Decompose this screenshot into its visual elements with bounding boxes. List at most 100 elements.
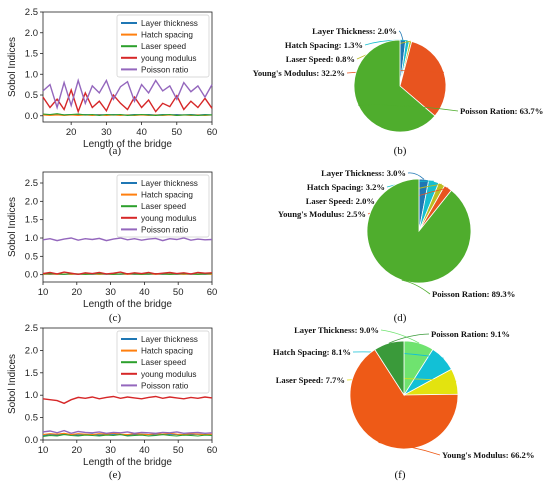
pie-slice-label: Young's Modulus: 32.2% xyxy=(253,68,345,78)
x-tick-label: 50 xyxy=(173,445,184,456)
y-tick-label: 0.0 xyxy=(25,270,38,281)
x-tick-label: 40 xyxy=(136,127,147,138)
pie-slice-label: Hatch Spacing: 8.1% xyxy=(273,347,351,357)
plot-frame xyxy=(42,171,213,283)
series-line-young-modulus xyxy=(42,395,213,405)
panel-caption: (e) xyxy=(109,469,122,481)
y-axis-label: Sobol Indices xyxy=(7,37,18,97)
series-line-laser-speed xyxy=(42,113,212,116)
y-tick-label: 1.0 xyxy=(25,69,38,80)
x-tick-label: 10 xyxy=(38,287,49,298)
pie-chart-f: Layer Thickness: 9.0% Hatch Spacing: 8.1%… xyxy=(273,325,535,481)
x-tick-label: 60 xyxy=(207,287,218,298)
y-tick-label: 1.5 xyxy=(25,368,38,379)
pie-slice-label: Poisson Ration: 63.7% xyxy=(460,106,543,116)
plot-frame xyxy=(42,11,213,123)
y-tick-label: 2.0 xyxy=(25,196,38,207)
line-chart-c: 0.0 0.5 1.0 1.5 2.0 2.5 10 20 30 40 50 60 Length of … xyxy=(7,171,218,324)
pie-leader-line xyxy=(358,104,459,112)
legend-entry: Hatch spacing xyxy=(141,347,193,356)
legend-entry: Laser speed xyxy=(141,202,187,211)
x-tick-label: 50 xyxy=(172,127,183,138)
x-axis-label: Length of the bridge xyxy=(83,457,172,468)
legend-entry: Poisson ratio xyxy=(141,225,189,234)
x-tick-label: 30 xyxy=(105,445,116,456)
pie-leader-line xyxy=(407,172,425,180)
legend-entry: Layer thickness xyxy=(141,179,198,188)
legend-entry: Poisson ratio xyxy=(141,65,189,74)
panel-caption: (d) xyxy=(394,312,407,324)
legend-entry: Poisson ratio xyxy=(141,381,189,390)
series-line-laser-speed xyxy=(42,434,213,437)
legend-entry: Hatch spacing xyxy=(141,191,193,200)
x-tick-label: 20 xyxy=(72,287,83,298)
legend-entry: young modulus xyxy=(141,54,197,63)
panel-caption: (f) xyxy=(395,469,406,481)
legend-entry: Layer thickness xyxy=(141,19,198,28)
legend-entry: Laser speed xyxy=(141,358,187,367)
y-tick-label: 2.5 xyxy=(25,178,38,189)
x-tick-label: 60 xyxy=(207,127,218,138)
legend-box xyxy=(116,174,210,238)
legend-entry: young modulus xyxy=(141,370,197,379)
y-tick-label: 2.0 xyxy=(25,345,38,356)
x-tick-label: 10 xyxy=(38,445,49,456)
pie-slice-label: Layer Thickness: 9.0% xyxy=(294,325,379,335)
legend-box xyxy=(116,14,210,78)
x-axis-label: Length of the bridge xyxy=(83,139,172,150)
panel-caption: (c) xyxy=(109,312,122,324)
legend-entry: Layer thickness xyxy=(141,335,198,344)
pie-slice-label: Laser Speed: 0.8% xyxy=(286,54,355,64)
pie-slice-label: Poisson Ration: 9.1% xyxy=(431,329,510,339)
y-tick-label: 2.5 xyxy=(25,323,38,334)
y-axis-label: Sobol Indices xyxy=(7,197,18,257)
pie-slice-label: Young's Modulus: 2.5% xyxy=(278,209,366,219)
legend-entry: young modulus xyxy=(141,214,197,223)
x-tick-label: 50 xyxy=(173,287,184,298)
y-tick-label: 0.5 xyxy=(25,90,38,101)
pie-slice xyxy=(374,340,405,397)
pie-leader-line xyxy=(388,333,430,344)
legend-box xyxy=(116,330,210,394)
y-tick-label: 0.0 xyxy=(25,111,38,122)
pie-slice xyxy=(349,349,459,450)
panel-caption: (b) xyxy=(394,145,407,157)
pie-slice-label: Layer Thickness: 2.0% xyxy=(312,26,397,36)
y-tick-label: 1.0 xyxy=(25,233,38,244)
y-axis-label: Sobol Indices xyxy=(7,354,18,414)
pie-leader-line xyxy=(401,279,431,295)
legend-entry: Laser speed xyxy=(141,42,187,51)
x-tick-label: 30 xyxy=(101,127,112,138)
x-tick-label: 30 xyxy=(105,287,116,298)
pie-slice-label: Poisson Ration: 89.3% xyxy=(432,289,515,299)
pie-slice-label: Laser Speed: 2.0% xyxy=(306,196,375,206)
panel-caption: (a) xyxy=(109,145,122,157)
legend-entry: Hatch spacing xyxy=(141,31,193,40)
pie-slice-label: Laser Speed: 7.7% xyxy=(276,375,345,385)
pie-chart-b: Layer Thickness: 2.0% Hatch Spacing: 1.3%… xyxy=(253,26,544,157)
y-tick-label: 1.0 xyxy=(25,390,38,401)
y-tick-label: 2.0 xyxy=(25,28,38,39)
series-line-poisson-ratio xyxy=(42,78,213,110)
y-tick-label: 0.5 xyxy=(25,413,38,424)
series-line-young-modulus xyxy=(42,87,213,114)
x-tick-label: 60 xyxy=(207,445,218,456)
pie-slice-label: Young's Modulus: 66.2% xyxy=(442,450,534,460)
x-tick-label: 40 xyxy=(139,445,150,456)
x-tick-label: 20 xyxy=(72,445,83,456)
pie-leader-line xyxy=(398,30,404,41)
y-tick-label: 0.5 xyxy=(25,251,38,262)
line-chart-a: 0.0 0.5 1.0 1.5 2.0 2.5 20 30 40 50 60 Length of th… xyxy=(7,7,217,157)
series-line-young-modulus xyxy=(42,271,213,276)
pie-leader-line xyxy=(380,329,420,344)
pie-leader-line xyxy=(378,442,441,456)
pie-slice xyxy=(366,178,472,284)
pie-chart-d: Layer Thickness: 3.0% Hatch Spacing: 3.2%… xyxy=(278,168,515,324)
pie-slice-label: Hatch Spacing: 3.2% xyxy=(307,182,385,192)
pie-slice-label: Hatch Spacing: 1.3% xyxy=(285,40,363,50)
y-tick-label: 0.0 xyxy=(25,435,38,446)
plot-frame xyxy=(42,327,213,441)
line-chart-e: 0.0 0.5 1.0 1.5 2.0 2.5 10 20 30 40 50 60 Length of … xyxy=(7,323,217,481)
x-tick-label: 20 xyxy=(66,127,77,138)
